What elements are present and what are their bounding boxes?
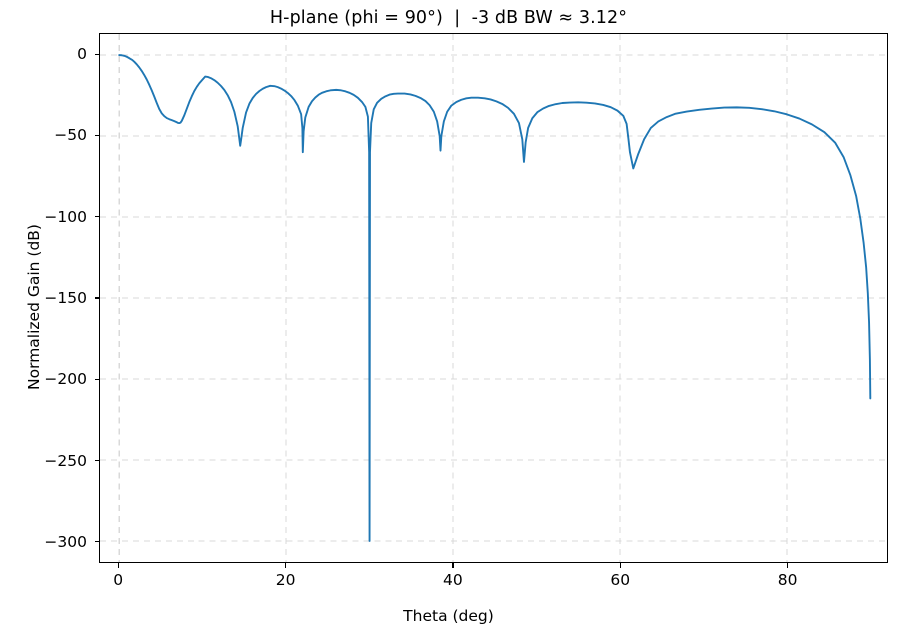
grid-layer [100, 34, 887, 562]
y-tick-mark [94, 297, 99, 299]
plot-area [99, 33, 888, 563]
x-tick-mark [284, 563, 287, 568]
y-tick-mark [94, 541, 99, 543]
x-axis-label: Theta (deg) [403, 607, 494, 625]
x-tick-label: 20 [275, 571, 296, 589]
y-tick-mark [94, 216, 99, 218]
y-tick-label: −100 [44, 207, 87, 226]
y-axis-label: Normalized Gain (dB) [25, 224, 43, 390]
data-series-line [118, 54, 872, 542]
y-tick-mark [94, 134, 99, 136]
y-tick-mark [94, 459, 99, 462]
y-tick-label: −300 [44, 532, 87, 551]
x-tick-mark [452, 563, 454, 568]
x-tick-label: 0 [113, 571, 124, 589]
y-tick-label: −50 [54, 126, 87, 145]
y-tick-label: −250 [44, 451, 87, 470]
y-tick-label: −150 [44, 289, 87, 307]
x-tick-label: 80 [777, 571, 798, 589]
x-tick-mark [117, 563, 119, 568]
gain-curve-layer [118, 54, 872, 542]
x-tick-label: 40 [443, 571, 463, 589]
chart-title: H-plane (phi = 90°) | -3 dB BW ≈ 3.12° [269, 8, 628, 28]
y-tick-mark [94, 378, 99, 380]
y-tick-mark [94, 53, 99, 55]
x-tick-label: 60 [610, 571, 631, 589]
y-tick-label: −200 [44, 370, 87, 389]
x-tick-mark [786, 563, 789, 568]
y-tick-label: 0 [77, 45, 87, 64]
x-tick-mark [619, 563, 621, 568]
